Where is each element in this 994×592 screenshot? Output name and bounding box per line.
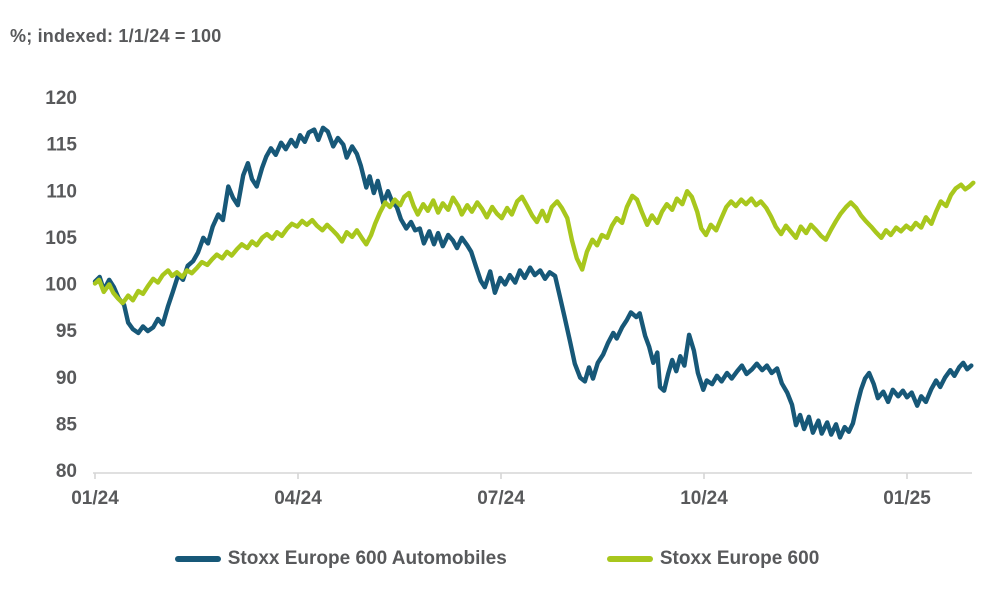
- series-line-automobiles: [92, 125, 974, 440]
- legend-item-automobiles: Stoxx Europe 600 Automobiles: [174, 548, 507, 570]
- x-axis-tick-label: 01/25: [883, 488, 931, 509]
- legend-label-automobiles: Stoxx Europe 600 Automobiles: [227, 548, 507, 569]
- y-axis-tick-label: 95: [56, 321, 78, 342]
- legend-swatch-stoxx600-icon: [606, 556, 653, 562]
- y-axis-tick-label: 115: [46, 135, 77, 156]
- series-line-stoxx600: [92, 180, 976, 306]
- legend-label-stoxx600: Stoxx Europe 600: [659, 548, 820, 569]
- x-axis-tick-label: 10/24: [680, 488, 728, 509]
- x-axis-tick-label: 04/24: [274, 488, 322, 509]
- chart-legend: Stoxx Europe 600 Automobiles Stoxx Europ…: [0, 548, 994, 570]
- legend-swatch-automobiles-icon: [174, 556, 221, 562]
- y-axis-tick-label: 105: [45, 228, 77, 249]
- y-axis-tick-label: 80: [56, 461, 77, 482]
- y-axis-tick-label: 85: [56, 414, 78, 435]
- legend-item-stoxx600: Stoxx Europe 600: [606, 548, 820, 570]
- y-axis-tick-label: 90: [56, 368, 77, 389]
- y-axis-tick-label: 110: [46, 181, 77, 202]
- line-chart-plot-area: 01/24 04/24 07/24 10/24 01/25 80 85 90 95 100 105 1…: [45, 88, 976, 509]
- y-axis-tick-label: 120: [45, 88, 77, 109]
- chart-title: %; indexed: 1/1/24 = 100: [10, 26, 222, 46]
- y-axis-tick-label: 100: [45, 275, 77, 296]
- x-axis-tick-label: 01/24: [71, 488, 119, 509]
- x-axis-tick-label: 07/24: [477, 488, 525, 509]
